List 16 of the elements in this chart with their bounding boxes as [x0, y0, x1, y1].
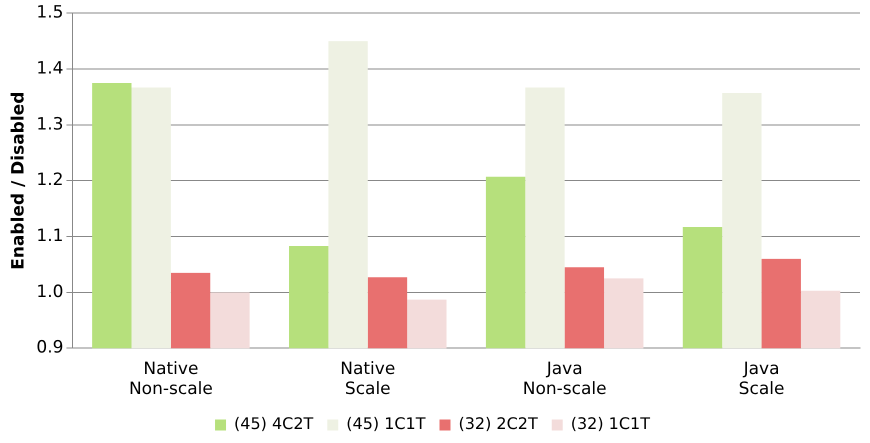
- legend-label: (45) 4C2T: [234, 414, 314, 434]
- x-tick-label: Native Scale: [340, 358, 396, 400]
- y-tick-label: 1.1: [36, 226, 64, 246]
- y-tick-label: 1.4: [36, 58, 64, 78]
- y-tick-label: 1.0: [36, 282, 64, 302]
- legend-label: (32) 2C2T: [458, 414, 538, 434]
- x-tick-label: Java Scale: [738, 358, 784, 400]
- y-axis-title: Enabled / Disabled: [8, 92, 29, 270]
- x-tick-label: Native Non-scale: [128, 358, 213, 400]
- y-tick-label: 1.2: [36, 170, 64, 190]
- legend-label: (45) 1C1T: [346, 414, 426, 434]
- y-tick-label: 1.5: [36, 2, 64, 23]
- y-tick-label: 0.9: [36, 338, 64, 358]
- y-tick-label: 1.3: [36, 114, 64, 134]
- legend-label: (32) 1C1T: [570, 414, 650, 434]
- x-tick-label: Java Non-scale: [522, 358, 607, 400]
